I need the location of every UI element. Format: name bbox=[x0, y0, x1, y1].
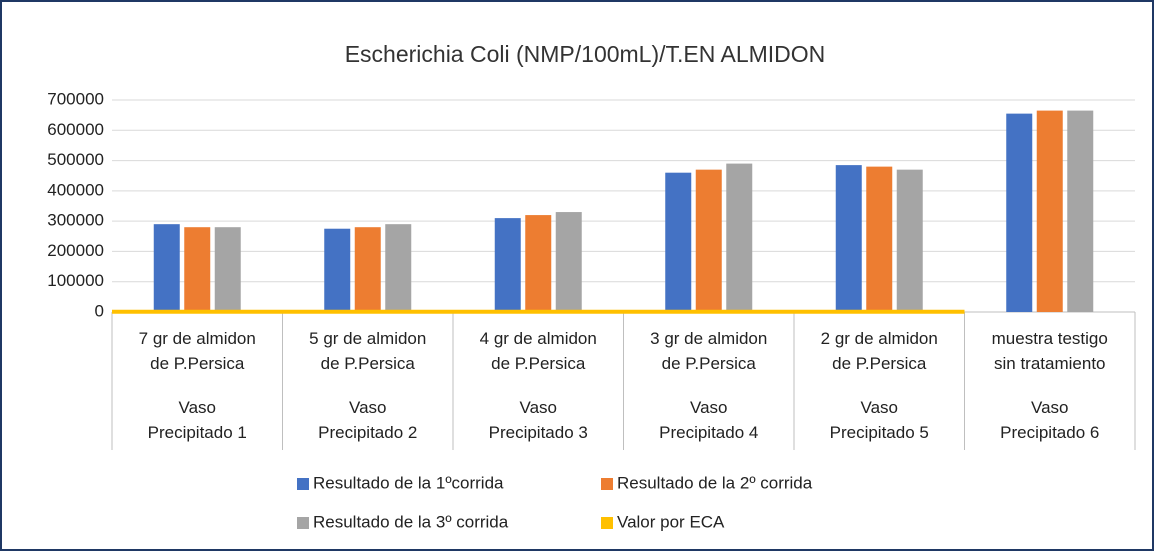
bar bbox=[866, 166, 893, 312]
y-tick-label: 400000 bbox=[47, 180, 104, 199]
bar bbox=[184, 227, 211, 312]
bar bbox=[214, 227, 241, 312]
y-tick-label: 600000 bbox=[47, 120, 104, 139]
x-tick-label: 7 gr de almidon de P.Persica bbox=[139, 329, 256, 373]
bar bbox=[555, 212, 582, 312]
y-tick-label: 100000 bbox=[47, 271, 104, 290]
bar bbox=[354, 227, 381, 312]
bar bbox=[153, 224, 180, 312]
x-tick-label: muestra testigo sin tratamiento bbox=[992, 329, 1108, 373]
bar bbox=[835, 165, 862, 312]
x-group-label: Vaso Precipitado 3 bbox=[489, 398, 588, 442]
bar bbox=[385, 224, 412, 312]
bar bbox=[726, 163, 753, 312]
bar bbox=[324, 228, 351, 312]
chart-title: Escherichia Coli (NMP/100mL)/T.EN ALMIDO… bbox=[345, 41, 826, 67]
legend-swatch bbox=[297, 517, 309, 529]
y-tick-label: 200000 bbox=[47, 241, 104, 260]
x-tick-label: 5 gr de almidon de P.Persica bbox=[309, 329, 426, 373]
x-tick-label: 2 gr de almidon de P.Persica bbox=[821, 329, 938, 373]
x-tick-label: 4 gr de almidon de P.Persica bbox=[480, 329, 597, 373]
x-group-label: Vaso Precipitado 1 bbox=[148, 398, 247, 442]
bar bbox=[695, 169, 722, 312]
x-group-label: Vaso Precipitado 2 bbox=[318, 398, 417, 442]
bar bbox=[525, 215, 552, 312]
legend-swatch bbox=[601, 517, 613, 529]
y-tick-label: 700000 bbox=[47, 89, 104, 108]
y-tick-label: 500000 bbox=[47, 150, 104, 169]
legend-label: Resultado de la 1ºcorrida bbox=[313, 473, 504, 492]
legend-label: Valor por ECA bbox=[617, 512, 725, 531]
legend-label: Resultado de la 3º corrida bbox=[313, 512, 509, 531]
bar bbox=[1067, 110, 1094, 312]
x-tick-label: 3 gr de almidon de P.Persica bbox=[650, 329, 767, 373]
legend-swatch bbox=[601, 478, 613, 490]
bar bbox=[1006, 113, 1033, 312]
bar bbox=[1036, 110, 1063, 312]
legend-label: Resultado de la 2º corrida bbox=[617, 473, 813, 492]
bar bbox=[665, 172, 692, 312]
legend-swatch bbox=[297, 478, 309, 490]
x-group-label: Vaso Precipitado 4 bbox=[659, 398, 758, 442]
x-group-label: Vaso Precipitado 6 bbox=[1000, 398, 1099, 442]
bar bbox=[494, 218, 521, 312]
y-tick-label: 300000 bbox=[47, 211, 104, 230]
x-group-label: Vaso Precipitado 5 bbox=[830, 398, 929, 442]
bar bbox=[896, 169, 923, 312]
y-tick-label: 0 bbox=[95, 301, 104, 320]
